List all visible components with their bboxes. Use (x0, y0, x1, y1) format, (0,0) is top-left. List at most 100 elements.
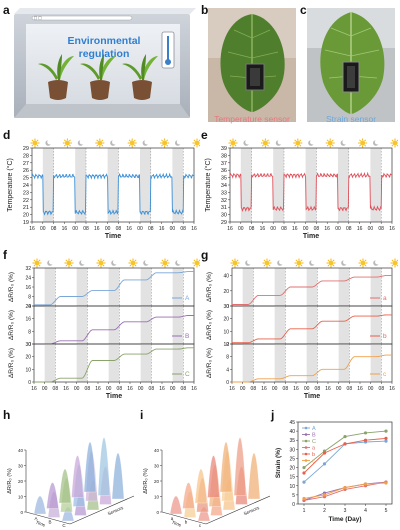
y-tick-label: 37 (221, 161, 227, 167)
data-point (302, 496, 306, 501)
x-tick-label: 08 (347, 386, 353, 392)
y-tick-label: 40 (289, 429, 295, 435)
legend-label: c (312, 459, 315, 465)
sun-ray (231, 264, 234, 267)
moon-icon (243, 139, 251, 146)
moon-icon (275, 139, 283, 146)
x-tick-label: 1 (303, 508, 306, 514)
night-band (172, 306, 184, 344)
moon-icon (341, 259, 349, 266)
x-tick-label: 16 (325, 386, 331, 392)
data-point (322, 462, 327, 466)
x-tick-label: 08 (51, 226, 57, 232)
data-point (302, 471, 306, 475)
depth-axis-label: Time (171, 520, 182, 528)
sun-ray (65, 264, 68, 267)
data-point (302, 480, 306, 484)
y-axis-label: Strain (%) (275, 448, 282, 478)
x-tick-label: 08 (314, 226, 320, 232)
sun-disc (66, 260, 72, 266)
sun-disc (392, 140, 398, 146)
waterfall-peak (33, 495, 47, 515)
moon-icon (277, 259, 285, 266)
x-tick-label: 16 (227, 226, 233, 232)
sun-ray (364, 144, 367, 147)
legend-marker (304, 439, 308, 443)
sun-disc (34, 260, 40, 266)
panel-label-e: e (201, 128, 208, 142)
sun-ray (359, 264, 362, 267)
sun-ray (359, 139, 362, 142)
moon-icon (245, 259, 253, 266)
sun-icon (160, 258, 170, 268)
x-tick-label: 16 (357, 386, 363, 392)
y-tick-label: 10 (25, 367, 31, 373)
moon-cut (49, 259, 55, 265)
x-tick-label: 08 (148, 226, 154, 232)
night-band (338, 306, 350, 344)
y-tick-label: 35 (221, 176, 227, 182)
sun-ray (38, 264, 41, 267)
sun-ray (193, 139, 196, 142)
sun-ray (263, 264, 266, 267)
x-tick-label: 16 (389, 386, 395, 392)
sun-ray (97, 259, 100, 262)
legend-label: b (383, 333, 387, 340)
x-axis-label: Time (303, 233, 319, 240)
y-tick-label: 28 (23, 153, 29, 159)
resistance-trace (34, 347, 194, 383)
sun-ray (101, 139, 104, 142)
data-point (363, 482, 368, 486)
moon-cut (247, 259, 253, 265)
time-axis-label: Sensors (243, 505, 261, 517)
y-tick-label: 8 (28, 329, 31, 335)
night-band (108, 268, 120, 306)
moon-icon (45, 139, 53, 146)
depth-label: C (62, 523, 66, 528)
x-tick-label: 16 (261, 386, 267, 392)
x-tick-label: 08 (378, 226, 384, 232)
panel-i-chart: 0 10 20 30 40 ΔR/R₀ (%) a b c Time Sensors (143, 437, 270, 528)
night-band (274, 268, 286, 306)
night-band (305, 148, 317, 222)
sun-disc (296, 260, 302, 266)
temperature-trace (229, 171, 393, 213)
x-tick-label: 00 (304, 386, 310, 392)
y-tick-label: 30 (221, 213, 227, 219)
waterfall-peak (169, 495, 183, 515)
z-axis-label: ΔR/R₀ (%) (7, 468, 13, 494)
sun-icon (390, 138, 398, 148)
x-tick-label: 16 (159, 386, 165, 392)
legend-marker (304, 459, 308, 462)
sun-ray (161, 139, 164, 142)
sun-ray (295, 264, 298, 267)
sun-ray (294, 144, 297, 147)
sun-icon (192, 258, 200, 268)
sun-disc (97, 140, 103, 146)
z-tick-label: 10 (154, 495, 160, 500)
legend-label: c (383, 371, 387, 378)
sun-ray (266, 144, 269, 147)
sun-ray (234, 144, 237, 147)
sun-ray (295, 259, 298, 262)
waterfall-peak (233, 437, 247, 496)
sun-icon (95, 138, 105, 148)
y-tick-label: 20 (223, 289, 229, 295)
sun-ray (70, 259, 73, 262)
x-tick-label: 08 (53, 386, 59, 392)
waterfall-peak (194, 468, 208, 504)
x-tick-label: 16 (159, 226, 165, 232)
x-tick-label: 16 (293, 386, 299, 392)
depth-axis-label: Time (35, 520, 46, 528)
x-tick-label: 00 (74, 386, 80, 392)
data-point (384, 439, 388, 443)
night-band (370, 268, 382, 306)
night-band (370, 148, 382, 222)
x-tick-label: 00 (303, 226, 309, 232)
y-tick-label: 23 (23, 190, 29, 196)
panel-label-b: b (201, 3, 209, 17)
sun-ray (229, 144, 232, 147)
sun-ray (36, 144, 39, 147)
sun-ray (198, 144, 200, 147)
